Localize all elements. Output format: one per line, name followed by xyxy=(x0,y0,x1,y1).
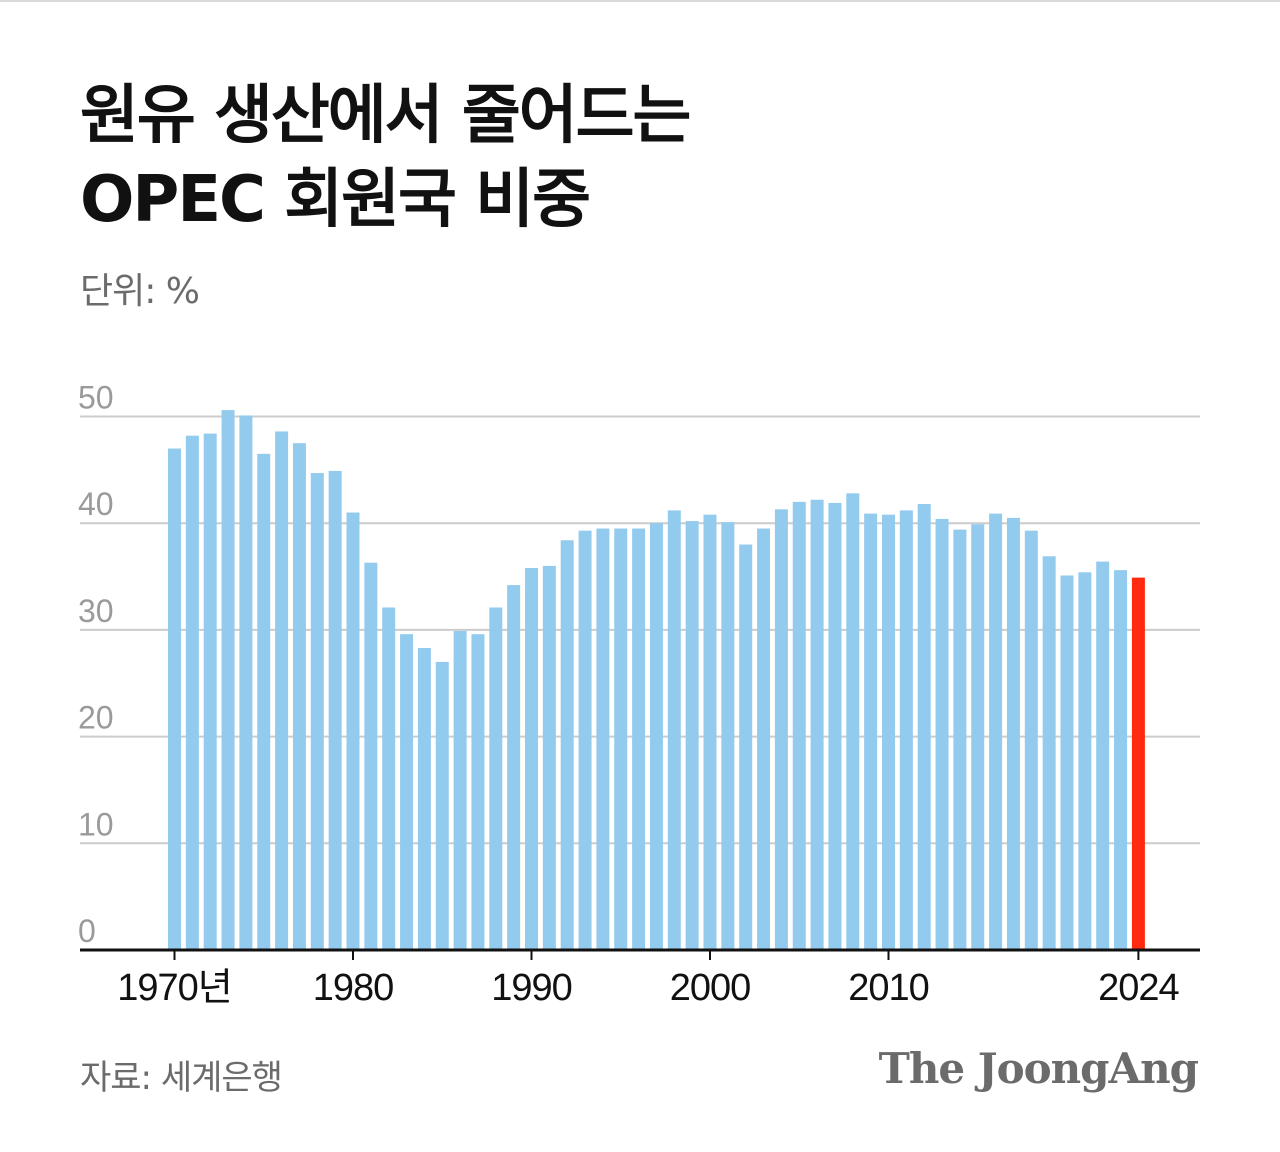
bar-2023 xyxy=(1114,570,1128,950)
bar-1987 xyxy=(471,634,485,950)
bar-1996 xyxy=(632,528,646,950)
x-tick-label: 2000 xyxy=(670,967,751,1009)
bar-2020 xyxy=(1060,575,1074,950)
bar-1998 xyxy=(667,510,681,950)
bar-1989 xyxy=(507,585,521,950)
y-tick-label: 20 xyxy=(78,700,114,736)
bar-1982 xyxy=(382,607,396,950)
bar-1990 xyxy=(525,568,538,950)
bar-1981 xyxy=(364,562,378,950)
bar-2005 xyxy=(792,501,806,950)
bar-1970 xyxy=(168,448,181,950)
bar-1988 xyxy=(489,607,503,950)
bar-1976 xyxy=(275,431,289,950)
y-tick-label: 0 xyxy=(78,913,96,949)
top-rule xyxy=(0,0,1280,2)
bar-2002 xyxy=(739,544,753,950)
source-note: 자료: 세계은행 xyxy=(80,1058,283,1098)
bar-1993 xyxy=(578,530,592,950)
x-tick-label: 2010 xyxy=(848,967,929,1009)
bar-1977 xyxy=(292,443,306,950)
bar-2003 xyxy=(757,528,771,950)
bar-1972 xyxy=(203,433,217,950)
chart-title: 원유 생산에서 줄어드는 OPEC 회원국 비중 xyxy=(80,74,1180,242)
x-tick-label: 1980 xyxy=(313,967,394,1009)
bar-2007 xyxy=(828,502,842,950)
bar-1994 xyxy=(596,528,610,950)
y-tick-label: 30 xyxy=(78,593,114,629)
y-axis-ticks: 0 10 20 30 40 50 xyxy=(78,380,114,950)
bar-1985 xyxy=(435,661,449,950)
bar-2009 xyxy=(864,513,878,950)
bar-1983 xyxy=(400,634,414,950)
bars xyxy=(168,410,1145,950)
bar-1991 xyxy=(542,565,556,950)
bar-2012 xyxy=(917,503,931,950)
publisher-logo: The JoongAng xyxy=(878,1044,1199,1093)
y-tick-label: 10 xyxy=(78,806,114,842)
bar-1979 xyxy=(328,470,342,950)
bar-chart: 0 10 20 30 40 50 1970년 1980 1990 2000 2010 2024 xyxy=(78,380,1200,1009)
bar-2014 xyxy=(953,529,967,950)
bar-2006 xyxy=(810,499,824,950)
bar-2011 xyxy=(899,510,913,950)
bar-2019 xyxy=(1042,556,1056,950)
x-axis-ticks: 1970년 1980 1990 2000 2010 2024 xyxy=(117,950,1181,1009)
bar-2018 xyxy=(1024,530,1038,950)
bar-2001 xyxy=(721,522,735,950)
bar-1980 xyxy=(346,512,360,950)
title-line-2: OPEC 회원국 비중 xyxy=(80,163,591,237)
bar-1971 xyxy=(185,435,199,950)
bar-1973 xyxy=(221,410,235,950)
bar-1974 xyxy=(239,415,253,950)
y-tick-label: 50 xyxy=(78,380,114,416)
bar-1975 xyxy=(257,453,271,950)
bar-2010 xyxy=(882,514,895,950)
bar-2008 xyxy=(846,493,860,950)
title-line-1: 원유 생산에서 줄어드는 xyxy=(80,79,691,153)
bar-1997 xyxy=(649,523,663,950)
bar-2013 xyxy=(935,518,949,950)
bar-2021 xyxy=(1078,572,1092,950)
bar-1992 xyxy=(560,540,574,950)
bar-1999 xyxy=(685,521,699,950)
x-tick-label: 2024 xyxy=(1098,967,1179,1009)
bar-2000 xyxy=(703,514,717,950)
bar-2017 xyxy=(1006,517,1020,950)
x-tick-label: 1990 xyxy=(491,967,572,1009)
bar-2024 xyxy=(1131,577,1145,950)
unit-label: 단위: % xyxy=(80,271,200,312)
bar-2016 xyxy=(989,513,1003,950)
bar-1978 xyxy=(310,473,324,950)
bar-1986 xyxy=(453,630,467,950)
y-tick-label: 40 xyxy=(78,486,114,522)
bar-1984 xyxy=(417,648,431,950)
x-tick-label: 1970년 xyxy=(117,967,232,1009)
bar-2022 xyxy=(1096,561,1110,950)
bar-2015 xyxy=(971,524,985,950)
bar-2004 xyxy=(774,509,788,950)
bar-1995 xyxy=(614,528,628,950)
